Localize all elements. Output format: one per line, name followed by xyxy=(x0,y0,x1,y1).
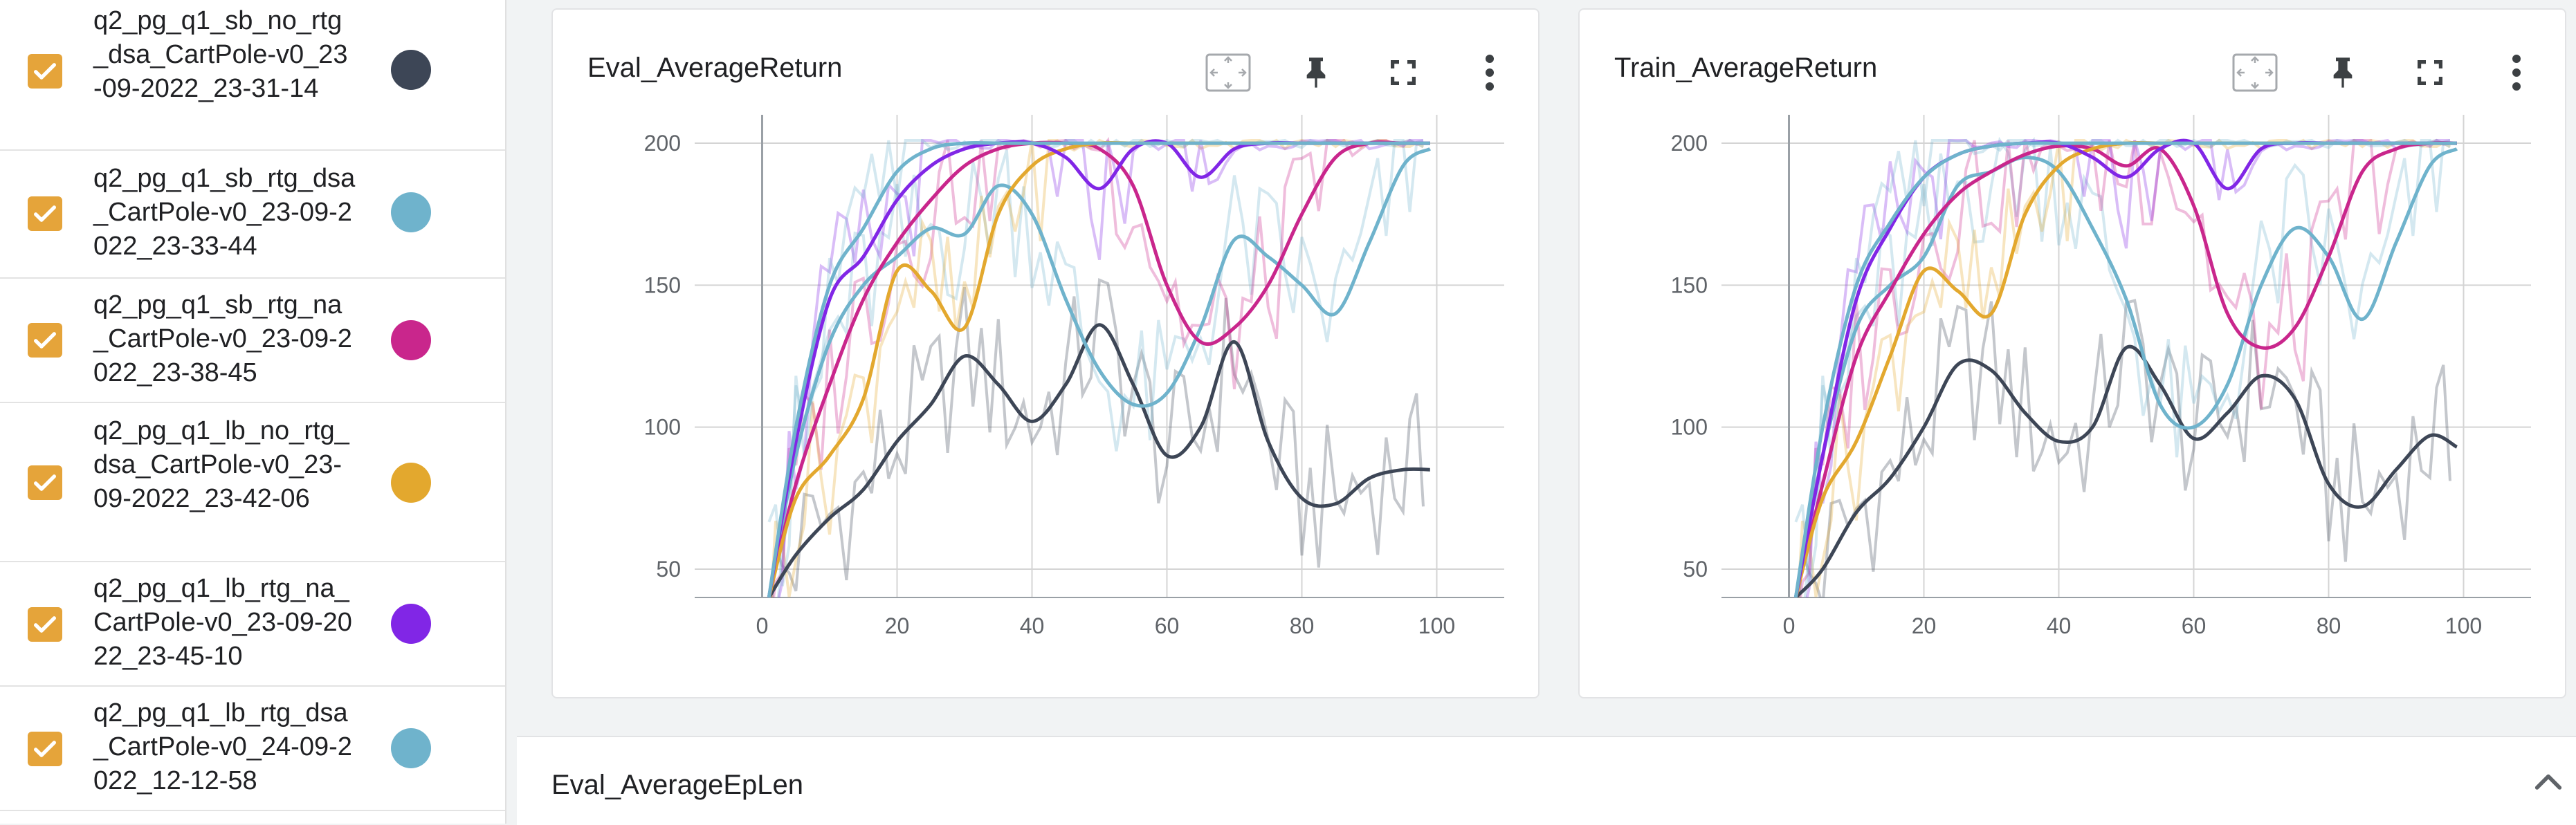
more-vert-icon xyxy=(1486,55,1494,91)
pin-icon xyxy=(1306,57,1326,88)
run-color-swatch[interactable] xyxy=(391,728,431,768)
pin-icon xyxy=(2333,57,2353,88)
chart-plot-area[interactable]: 0 20 40 60 80 100 50 100 150 200 xyxy=(1580,10,2568,700)
x-tick-label: 80 xyxy=(1290,613,1315,638)
raw-series-line xyxy=(1803,136,2451,597)
pin-button[interactable] xyxy=(2320,50,2366,95)
runs-sidebar: q2_pg_q1_sb_no_rtg_dsa_CartPole-v0_23-09… xyxy=(0,0,506,824)
section-title: Eval_AverageEpLen xyxy=(551,770,803,800)
x-tick-label: 100 xyxy=(2445,613,2482,638)
run-row[interactable]: q2_pg_q1_sb_rtg_na_CartPole-v0_23-09-202… xyxy=(0,279,505,403)
chart-title: Eval_AverageReturn xyxy=(587,53,843,83)
x-tick-label: 40 xyxy=(1020,613,1045,638)
chart-card: Train_AverageReturn 0 20 40 60 80 100 50 100 150… xyxy=(1578,8,2566,698)
run-color-swatch[interactable] xyxy=(391,604,431,644)
raw-series-line xyxy=(1799,138,2451,597)
x-tick-label: 40 xyxy=(2047,613,2072,638)
x-tick-label: 60 xyxy=(1155,613,1180,638)
series-line xyxy=(767,323,1430,597)
run-label: q2_pg_q1_sb_no_rtg_dsa_CartPole-v0_23-09… xyxy=(93,6,348,103)
run-row[interactable]: q2_pg_q1_sb_no_rtg_dsa_CartPole-v0_23-09… xyxy=(0,0,505,151)
fullscreen-button[interactable] xyxy=(1380,50,1426,95)
run-row[interactable]: q2_pg_q1_lb_rtg_na_CartPole-v0_23-09-202… xyxy=(0,562,505,687)
run-label: q2_pg_q1_sb_rtg_dsa_CartPole-v0_23-09-20… xyxy=(93,164,356,261)
more-menu-button[interactable] xyxy=(2494,50,2539,95)
chevron-up-icon[interactable] xyxy=(2529,763,2568,802)
chart-card: Eval_AverageReturn 0 20 40 60 80 100 50 100 150 2… xyxy=(551,8,1540,698)
x-tick-label: 0 xyxy=(1783,613,1796,638)
y-tick-label: 50 xyxy=(656,557,681,582)
more-menu-button[interactable] xyxy=(1467,50,1513,95)
fit-domain-icon xyxy=(2232,53,2278,92)
series-group xyxy=(767,137,1432,597)
check-icon xyxy=(34,63,57,80)
check-icon xyxy=(34,332,57,349)
x-tick-label: 100 xyxy=(1418,613,1455,638)
run-checkbox[interactable] xyxy=(28,732,62,766)
run-label: q2_pg_q1_lb_rtg_na_CartPole-v0_23-09-202… xyxy=(93,574,352,671)
y-tick-label: 100 xyxy=(1671,415,1708,440)
y-tick-label: 100 xyxy=(644,415,681,440)
x-tick-label: 20 xyxy=(885,613,910,638)
run-row[interactable]: q2_pg_q1_lb_no_rtg_dsa_CartPole-v0_23-09… xyxy=(0,403,505,562)
run-color-swatch[interactable] xyxy=(391,463,431,503)
fullscreen-icon xyxy=(2418,60,2442,85)
run-checkbox[interactable] xyxy=(28,465,62,500)
section-header[interactable]: Eval_AverageEpLen xyxy=(517,736,2576,825)
fullscreen-button[interactable] xyxy=(2407,50,2453,95)
check-icon xyxy=(34,741,57,757)
series-line xyxy=(1793,147,2458,597)
run-row[interactable]: q2_pg_q1_lb_rtg_dsa_CartPole-v0_24-09-20… xyxy=(0,687,505,811)
run-row[interactable]: q2_pg_q1_sb_rtg_dsa_CartPole-v0_23-09-20… xyxy=(0,151,505,279)
x-tick-label: 0 xyxy=(756,613,769,638)
run-label: q2_pg_q1_sb_rtg_na_CartPole-v0_23-09-202… xyxy=(93,290,352,387)
raw-series-line xyxy=(772,137,1424,597)
check-icon xyxy=(34,205,57,222)
y-tick-label: 150 xyxy=(644,272,681,297)
chart-title: Train_AverageReturn xyxy=(1614,53,1878,83)
fit-domain-icon xyxy=(1205,53,1251,92)
y-tick-label: 150 xyxy=(1671,272,1708,297)
run-checkbox[interactable] xyxy=(28,196,62,231)
y-tick-label: 200 xyxy=(644,131,681,156)
series-line xyxy=(767,147,1432,597)
pin-button[interactable] xyxy=(1293,50,1339,95)
fit-domain-button[interactable] xyxy=(2232,50,2278,95)
fullscreen-icon xyxy=(1391,60,1416,85)
y-tick-label: 50 xyxy=(1683,557,1708,582)
run-label: q2_pg_q1_lb_rtg_dsa_CartPole-v0_24-09-20… xyxy=(93,698,352,795)
series-line xyxy=(1794,344,2458,597)
series-line xyxy=(1793,140,2457,597)
raw-series-line xyxy=(1805,138,2450,597)
run-color-swatch[interactable] xyxy=(391,192,431,232)
series-line xyxy=(1793,141,2457,597)
run-checkbox[interactable] xyxy=(28,607,62,642)
check-icon xyxy=(34,474,57,491)
x-tick-label: 80 xyxy=(2317,613,2341,638)
run-color-swatch[interactable] xyxy=(391,50,431,90)
series-line xyxy=(767,140,1430,597)
more-vert-icon xyxy=(2512,55,2521,91)
x-tick-label: 60 xyxy=(2182,613,2207,638)
x-tick-label: 20 xyxy=(1912,613,1937,638)
y-tick-label: 200 xyxy=(1671,131,1708,156)
series-group xyxy=(1793,136,2458,597)
series-line xyxy=(767,140,1430,597)
raw-series-line xyxy=(776,139,1424,597)
fit-domain-button[interactable] xyxy=(1205,50,1251,95)
run-checkbox[interactable] xyxy=(28,54,62,89)
run-label: q2_pg_q1_lb_no_rtg_dsa_CartPole-v0_23-09… xyxy=(93,416,349,513)
run-checkbox[interactable] xyxy=(28,323,62,358)
run-color-swatch[interactable] xyxy=(391,320,431,360)
chart-plot-area[interactable]: 0 20 40 60 80 100 50 100 150 200 xyxy=(553,10,1541,700)
check-icon xyxy=(34,616,57,633)
